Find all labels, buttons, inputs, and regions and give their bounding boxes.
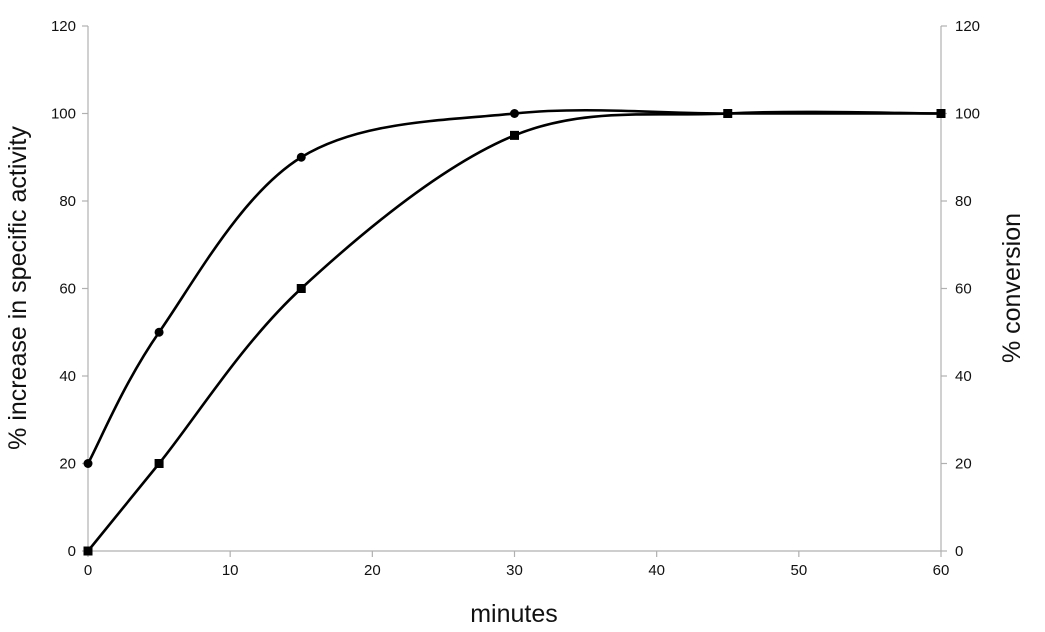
left-y-tick-label: 0 [68, 543, 76, 560]
square-marker [154, 459, 164, 468]
square-marker [510, 130, 519, 140]
square-marker [296, 284, 306, 293]
right-y-tick-label: 100 [955, 106, 980, 123]
x-tick-label: 0 [84, 562, 92, 579]
left-y-tick-label: 80 [59, 193, 76, 210]
circle-marker [510, 109, 519, 118]
x-axis-title: minutes [470, 600, 558, 628]
circle-marker [154, 327, 164, 337]
left-y-tick-label: 40 [59, 368, 76, 385]
x-tick-label: 60 [933, 562, 950, 579]
left-y-tick-label: 60 [59, 281, 76, 298]
right-y-tick-label: 20 [955, 456, 972, 473]
x-tick-label: 40 [648, 562, 665, 579]
circle-marker [83, 459, 93, 468]
ticks: 0 10 20 30 40 50 60 0 20 40 60 80 100 120 0 20 40 60 80 100… [51, 18, 980, 579]
left-y-axis-title: % increase in specific activity [4, 126, 32, 450]
right-y-tick-label: 60 [955, 281, 972, 298]
series-line [86, 108, 941, 465]
axes [87, 26, 942, 552]
right-y-tick-label: 120 [955, 18, 980, 35]
x-tick-label: 10 [222, 562, 239, 579]
right-y-tick-label: 0 [955, 543, 963, 560]
square-marker [936, 109, 946, 118]
right-y-axis-title: % conversion [998, 213, 1026, 363]
circle-marker [296, 152, 306, 162]
series-2 [83, 109, 946, 556]
left-y-tick-label: 20 [59, 456, 76, 473]
x-tick-label: 50 [790, 562, 807, 579]
series-line [86, 110, 942, 552]
square-marker [83, 546, 93, 556]
x-tick-label: 30 [506, 562, 523, 579]
left-y-tick-label: 120 [51, 18, 76, 35]
right-y-tick-label: 40 [955, 368, 972, 385]
square-marker [723, 109, 733, 118]
series [83, 108, 946, 556]
series-1 [83, 108, 946, 468]
x-tick-label: 20 [364, 562, 381, 579]
left-y-tick-label: 100 [51, 106, 76, 123]
right-y-tick-label: 80 [955, 193, 972, 210]
